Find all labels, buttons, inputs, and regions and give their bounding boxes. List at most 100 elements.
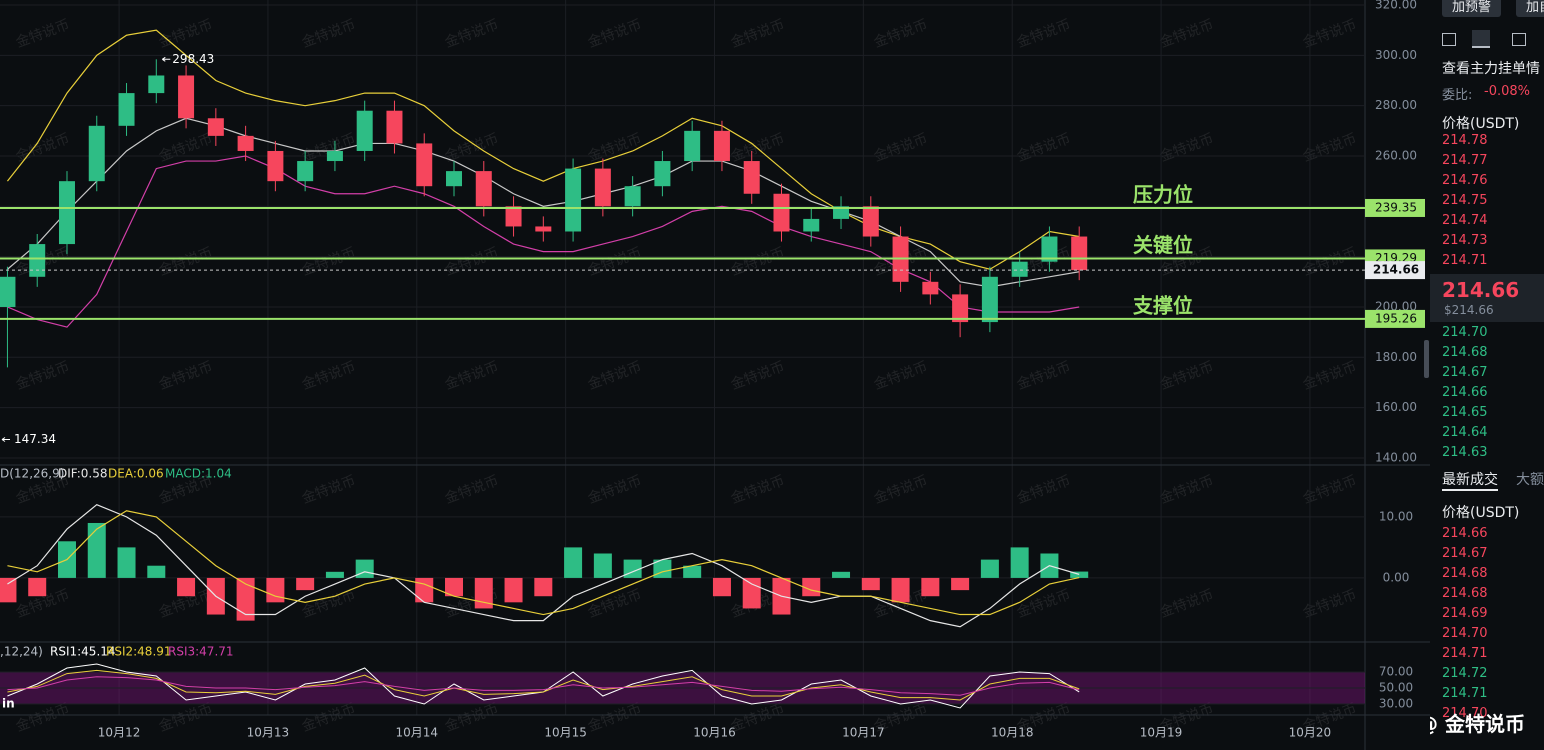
indicator-header: ,12,24) (0, 645, 43, 659)
price-row: 214.74 (1442, 213, 1488, 228)
candle-body (356, 110, 373, 151)
price-row: 214.70 (1442, 706, 1488, 721)
macd-bar (593, 553, 612, 578)
macd-bar (712, 577, 731, 597)
candle-body (654, 161, 671, 187)
last-row (1430, 274, 1544, 322)
last-price-usd: $214.66 (1444, 303, 1494, 317)
watermark: 金特说币 (157, 701, 215, 735)
macd-bar (415, 577, 434, 603)
candle-body (237, 135, 254, 151)
candle-body (58, 181, 75, 245)
price-row: 214.67 (1442, 546, 1488, 561)
watermark: 金特说币 (1158, 359, 1216, 393)
macd-bar (921, 577, 940, 597)
price-row: 214.70 (1442, 325, 1488, 340)
watermark: 金特说币 (729, 473, 787, 507)
macd-bar (742, 577, 761, 609)
price-row: 214.71 (1442, 646, 1488, 661)
candle-body (178, 75, 195, 119)
indicator-header: DIF:0.58 (58, 467, 108, 481)
candle-body (0, 276, 16, 307)
watermark: 金特说币 (586, 587, 644, 621)
candle-body (207, 118, 224, 136)
watermark: 金特说币 (443, 245, 501, 279)
icon[interactable] (1442, 33, 1456, 46)
candle-body (981, 276, 998, 323)
price-row: 214.71 (1442, 686, 1488, 701)
price-row: 214.64 (1442, 425, 1488, 440)
watermark: 金特说币 (1015, 359, 1073, 393)
button[interactable]: 加预警 (1442, 0, 1502, 17)
y-tick-label: 50.00 (1379, 681, 1413, 695)
macd-bar (87, 522, 106, 578)
price-row: 214.65 (1442, 405, 1488, 420)
macd-bar (445, 577, 464, 597)
level-value: 239.35 (1375, 200, 1417, 214)
tab[interactable]: 大额 (1516, 472, 1544, 488)
current-price: 214.66 (1373, 263, 1419, 277)
marker-arrow (1, 437, 10, 442)
candle-body (148, 75, 165, 94)
y-tick-label: 10.00 (1379, 509, 1413, 523)
watermark: 金特说币 (157, 359, 215, 393)
watermark: 金特说币 (300, 245, 358, 279)
watermark: 金特说币 (729, 701, 787, 735)
price-row: 214.70 (1442, 626, 1488, 641)
watermark: 金特说币 (443, 473, 501, 507)
header: 价格(USDT) (1442, 116, 1520, 132)
price-row: 214.68 (1442, 345, 1488, 360)
price-row: 214.68 (1442, 566, 1488, 581)
candle-body (505, 206, 522, 227)
x-tick-label: 10月15 (544, 726, 587, 740)
candle-body (922, 281, 939, 295)
candle-body (773, 193, 790, 232)
tab[interactable]: 最新成交 (1442, 469, 1498, 491)
macd-bar (147, 565, 166, 578)
marker-arrow (162, 56, 171, 62)
indicator-header: RSI3:47.71 (168, 645, 234, 659)
watermark: 金特说币 (14, 17, 72, 51)
watermark: 金特说币 (300, 359, 358, 393)
watermark: 金特说币 (300, 701, 358, 735)
scrollbar[interactable] (1424, 340, 1429, 378)
macd-bar (534, 577, 553, 597)
indicator-header: D(12,26,9) (0, 467, 64, 481)
price-row: 214.71 (1442, 253, 1488, 268)
x-tick-label: 10月17 (842, 726, 885, 740)
macd-bar (980, 559, 999, 578)
candle-body (446, 171, 463, 187)
candle-body (1011, 261, 1028, 277)
watermark: 金特说币 (1015, 17, 1073, 51)
macd-bar (1010, 547, 1029, 578)
indicator-header: MACD:1.04 (165, 467, 232, 481)
macd-bar (564, 547, 583, 578)
y-tick-label: 0.00 (1383, 570, 1410, 584)
logo-fragment: in (2, 697, 15, 711)
link[interactable]: 查看主力挂单情 (1442, 61, 1540, 77)
icon[interactable] (1512, 33, 1526, 46)
macd-bar (177, 577, 196, 597)
candle-body (326, 150, 343, 162)
watermark: 金特说币 (300, 587, 358, 621)
price-row: 214.69 (1442, 606, 1488, 621)
candle-body (535, 226, 552, 232)
candle-body (624, 186, 641, 207)
icon[interactable] (1472, 30, 1490, 48)
macd-bar (951, 577, 970, 591)
button[interactable]: 加自 (1516, 0, 1544, 17)
candle-body (386, 110, 403, 144)
macd-line (7, 503, 1080, 628)
x-tick-label: 10月19 (1140, 726, 1183, 740)
candle-body (833, 206, 850, 219)
candle-body (803, 218, 820, 232)
watermark: 金特说币 (1158, 473, 1216, 507)
watermark: 金特说币 (1015, 131, 1073, 165)
y-tick-label: 70.00 (1379, 665, 1413, 679)
candle-body (862, 206, 879, 237)
macd-bar (861, 577, 880, 591)
x-tick-label: 10月14 (396, 726, 439, 740)
price-row: 214.68 (1442, 586, 1488, 601)
price-row: 214.72 (1442, 666, 1488, 681)
watermark: 金特说币 (443, 701, 501, 735)
